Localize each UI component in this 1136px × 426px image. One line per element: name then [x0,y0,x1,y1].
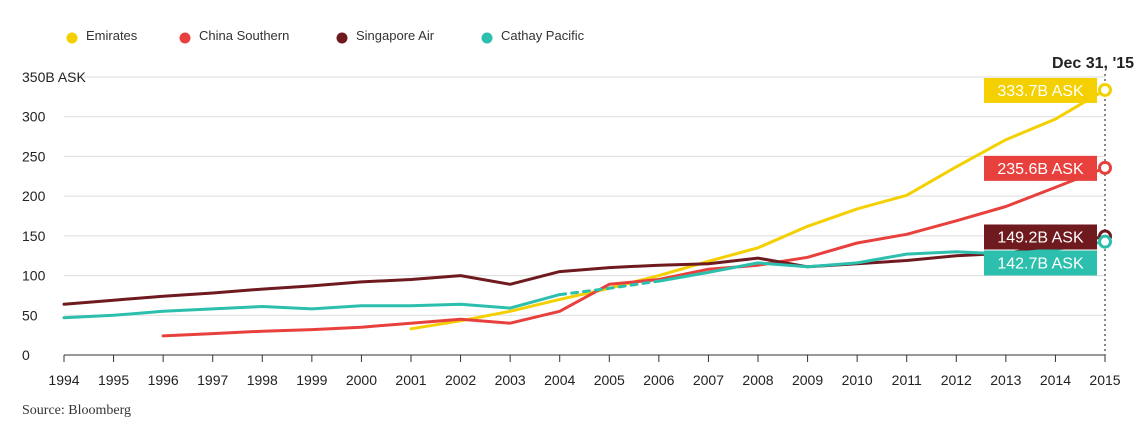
series-line-cathay-pacific-0 [62,293,562,320]
x-tick-label-2004: 2004 [544,372,575,388]
x-tick-label-2015: 2015 [1089,372,1120,388]
end-badge-bg-china-southern [984,155,1097,181]
end-badge-bg-singapore-air [984,224,1097,250]
x-tick-label-2006: 2006 [643,372,674,388]
end-value-label-china-southern: 235.6B ASK [997,161,1084,178]
legend-label-singapore-air: Singapore Air [356,28,435,43]
legend-swatch-china-southern [179,32,191,44]
series-cathay-pacific [62,240,1107,320]
x-tick-label-1994: 1994 [48,372,79,388]
end-badge-cathay-pacific: 142.7B ASK [984,234,1112,276]
x-tick-label-2010: 2010 [842,372,873,388]
end-badge-bg-emirates [984,77,1097,103]
x-tick-label-1999: 1999 [296,372,327,388]
end-badge-singapore-air: 149.2B ASK [984,224,1112,250]
y-tick-label-50: 50 [22,307,38,323]
end-value-label-singapore-air: 149.2B ASK [997,229,1084,246]
y-tick-label-300: 300 [22,109,46,125]
series-line-emirates-0 [409,88,1107,331]
end-marker-emirates [1098,82,1112,97]
legend-swatch-emirates [66,32,78,44]
legend-label-cathay-pacific: Cathay Pacific [501,28,585,43]
series-line-cathay-pacific-dashed-1 [558,279,661,297]
x-tick-label-2011: 2011 [892,372,922,388]
y-tick-label-200: 200 [22,188,46,204]
x-tick-label-2007: 2007 [693,372,724,388]
x-tick-label-2002: 2002 [445,372,476,388]
x-tick-label-1996: 1996 [148,372,179,388]
x-tick-label-2012: 2012 [941,372,972,388]
x-tick-label-2008: 2008 [742,372,773,388]
x-tick-label-2013: 2013 [990,372,1021,388]
y-tick-label-250: 250 [22,148,46,164]
end-value-label-cathay-pacific: 142.7B ASK [997,255,1084,272]
legend-swatch-cathay-pacific [481,32,493,44]
series-singapore-air [62,235,1107,306]
legend-swatch-singapore-air [336,32,348,44]
x-tick-label-2005: 2005 [594,372,625,388]
series-emirates [409,88,1107,331]
x-tick-label-1995: 1995 [98,372,129,388]
series-lines [62,88,1107,338]
x-tick-label-2003: 2003 [495,372,526,388]
y-tick-label-0: 0 [22,347,30,363]
legend-label-emirates: Emirates [86,28,138,43]
end-marker-cathay-pacific [1098,234,1112,249]
series-china-southern [161,166,1107,338]
x-tick-label-1997: 1997 [197,372,228,388]
hover-overlay: Dec 31, '15 333.7B ASK 235.6B ASK 149.2B AS… [984,55,1134,355]
legend: Emirates China Southern Singapore Air Catha… [66,28,585,44]
hover-date-label: Dec 31, '15 [1052,55,1134,72]
end-marker-china-southern [1098,160,1112,175]
y-tick-label-150: 150 [22,228,46,244]
series-line-china-southern-0 [161,166,1107,338]
end-badge-bg-cathay-pacific [984,250,1097,276]
end-value-label-emirates: 333.7B ASK [997,83,1084,100]
y-tick-label-350: 350B ASK [22,69,86,85]
end-badge-emirates: 333.7B ASK [984,77,1112,103]
legend-label-china-southern: China Southern [199,28,289,43]
x-tick-label-2009: 2009 [792,372,823,388]
axes: 1994 1995 1996 1997 1998 1999 2000 2001 2002 2003… [48,355,1121,388]
grid: 0 50 100 150 200 250 300 350B ASK [22,69,1105,363]
source-note: Source: Bloomberg [22,403,132,418]
y-tick-label-100: 100 [22,268,46,284]
series-line-singapore-air-0 [62,235,1107,306]
x-tick-label-2000: 2000 [346,372,377,388]
x-tick-label-1998: 1998 [247,372,278,388]
end-badge-china-southern: 235.6B ASK [984,155,1112,181]
x-tick-label-2014: 2014 [1040,372,1071,388]
x-tick-label-2001: 2001 [395,372,426,388]
